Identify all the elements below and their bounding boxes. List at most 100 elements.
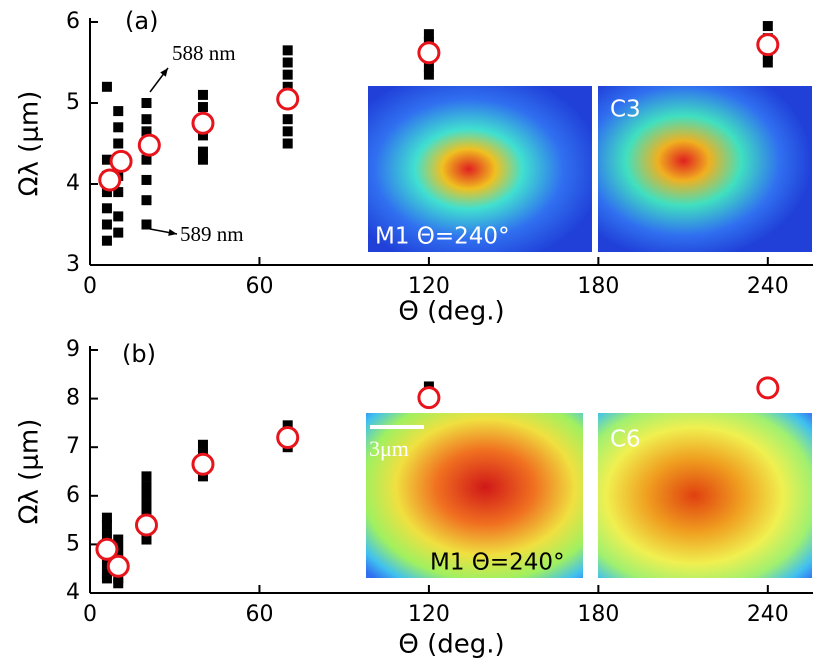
square-point [101,154,112,165]
x-tick-label: 120 [408,274,450,299]
square-point [282,69,293,80]
y-tick-label: 4 [66,171,80,196]
circle-point [106,554,130,578]
square-point [282,81,293,92]
square-point [141,174,152,185]
x-tick-label: 120 [408,602,450,627]
y-tick-label: 4 [66,580,80,605]
square-point [113,227,124,238]
y-axis-label: Ωλ (μm) [15,419,45,525]
arrow-head [168,229,177,236]
y-tick-label: 6 [66,9,80,34]
circle-point [98,168,122,192]
square-point [282,138,293,149]
square-point [762,21,773,32]
inset-image [368,86,592,252]
square-point [282,126,293,137]
y-tick-label: 9 [66,337,80,362]
square-point [197,130,208,141]
x-axis-label: Θ (deg.) [398,630,504,660]
y-tick-label: 7 [66,434,80,459]
square-point [282,420,293,431]
circle-point [137,133,161,157]
y-tick-label: 6 [66,483,80,508]
x-tick-label: 240 [747,602,789,627]
inset-label: M1 Θ=240° [375,224,510,250]
square-point [141,500,152,511]
x-tick-label: 60 [245,274,273,299]
square-point [113,138,124,149]
circle-point [417,41,441,65]
x-tick-label: 180 [577,274,619,299]
circle-point [95,537,119,561]
annotation: 589 nm [180,222,244,246]
square-point [113,187,124,198]
annotation: 588 nm [172,41,236,65]
inset-image [598,413,812,578]
square-point [141,98,152,108]
inset-label: M1 Θ=240° [430,550,565,576]
square-point [282,114,293,125]
square-point [197,102,208,113]
square-point [423,29,434,40]
square-point [101,235,112,246]
square-point [101,81,112,92]
inset-label: C3 [610,97,641,123]
panel-label: (a) [125,7,158,35]
inset-image [366,413,583,578]
square-point [141,114,152,125]
x-tick-label: 240 [747,274,789,299]
y-tick-label: 5 [66,531,80,556]
square-point [197,439,208,450]
square-point [762,57,773,68]
square-point [197,471,208,482]
x-axis-label: Θ (deg.) [398,297,504,327]
square-point [113,122,124,133]
square-point [282,45,293,56]
square-point [141,490,152,501]
square-point [282,57,293,68]
circle-point [191,452,215,476]
square-point [141,154,152,165]
square-point [101,187,112,198]
panel-label: (b) [122,340,156,368]
square-point [113,211,124,222]
square-point [101,558,112,569]
circle-point [191,111,215,135]
square-point [113,578,124,589]
circle-point [276,425,300,449]
circle-point [417,386,441,410]
square-point [101,219,112,230]
square-point [141,195,152,206]
square-point [101,203,112,214]
x-tick-label: 180 [577,602,619,627]
circle-point [756,376,780,400]
square-point [113,106,124,117]
y-tick-label: 8 [66,386,80,411]
scale-bar-label: 3μm [369,436,409,461]
square-point [141,126,152,137]
square-point [141,219,152,230]
circle-point [134,513,158,537]
square-point [101,512,112,523]
square-point [423,61,434,72]
inset-image [598,86,812,252]
x-tick-label: 0 [83,602,97,627]
y-axis-label: Ωλ (μm) [15,91,45,197]
square-point [113,534,124,545]
square-point [197,154,208,165]
square-point [101,519,112,530]
square-point [141,471,152,482]
inset-label: C6 [610,427,641,453]
circle-point [109,149,133,173]
square-point [141,534,152,545]
square-point [423,69,434,80]
y-tick-label: 3 [66,252,80,277]
square-point [197,89,208,100]
x-tick-label: 0 [83,274,97,299]
x-tick-label: 60 [245,602,273,627]
circle-point [756,33,780,57]
arrow-head [160,68,168,77]
square-point [101,529,112,540]
